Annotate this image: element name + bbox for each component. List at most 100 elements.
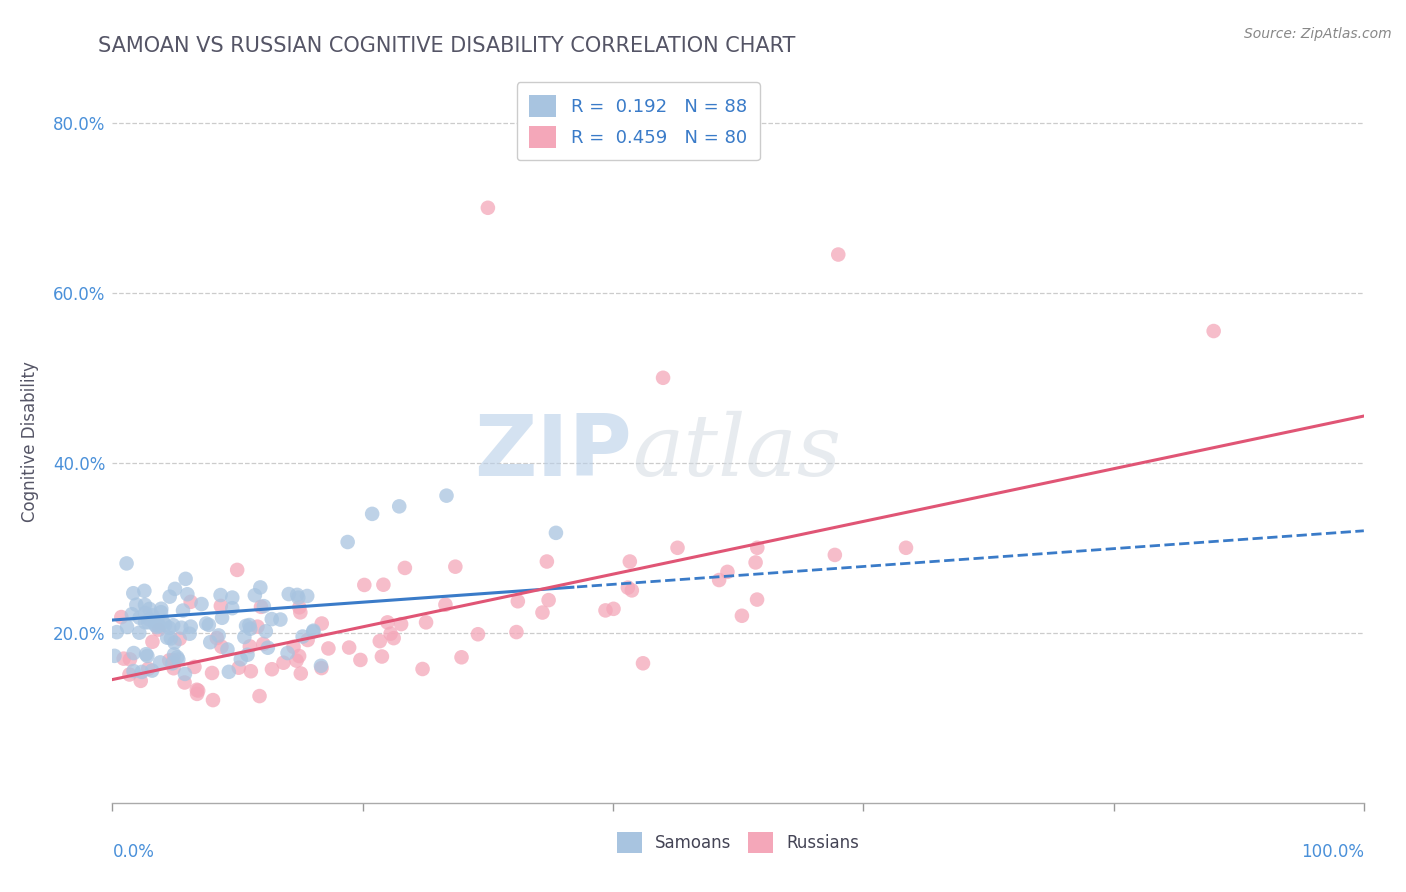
Legend: Samoans, Russians: Samoans, Russians bbox=[610, 826, 866, 860]
Point bbox=[389, 617, 412, 632]
Point bbox=[536, 555, 558, 569]
Point bbox=[163, 582, 186, 596]
Point bbox=[361, 507, 384, 521]
Point bbox=[287, 591, 309, 605]
Point bbox=[336, 535, 359, 549]
Point bbox=[134, 615, 156, 630]
Point bbox=[467, 627, 489, 641]
Point bbox=[209, 588, 232, 602]
Point bbox=[1202, 324, 1225, 338]
Point bbox=[129, 673, 152, 688]
Text: 0.0%: 0.0% bbox=[112, 843, 155, 861]
Point bbox=[201, 693, 224, 707]
Point bbox=[260, 612, 283, 626]
Point bbox=[827, 247, 849, 261]
Point bbox=[631, 657, 654, 671]
Point bbox=[150, 601, 173, 615]
Point bbox=[309, 658, 332, 673]
Point bbox=[412, 662, 434, 676]
Point bbox=[134, 583, 156, 598]
Point bbox=[183, 660, 205, 674]
Point bbox=[243, 588, 266, 602]
Point bbox=[250, 599, 273, 614]
Point bbox=[602, 602, 624, 616]
Point bbox=[221, 591, 243, 605]
Point bbox=[136, 648, 159, 663]
Point bbox=[141, 608, 163, 623]
Point bbox=[148, 619, 170, 633]
Point bbox=[747, 541, 769, 555]
Text: 100.0%: 100.0% bbox=[1301, 843, 1364, 861]
Point bbox=[290, 606, 312, 620]
Point bbox=[239, 640, 262, 654]
Point bbox=[288, 600, 311, 615]
Point bbox=[353, 578, 375, 592]
Point bbox=[166, 650, 188, 665]
Point bbox=[218, 665, 240, 679]
Point bbox=[136, 615, 159, 630]
Point bbox=[254, 624, 277, 639]
Point bbox=[744, 556, 766, 570]
Point bbox=[115, 557, 138, 571]
Point bbox=[148, 623, 170, 637]
Point bbox=[153, 618, 176, 632]
Point bbox=[273, 656, 295, 670]
Point bbox=[537, 593, 560, 607]
Point bbox=[186, 682, 208, 697]
Point bbox=[162, 661, 184, 675]
Point bbox=[388, 500, 411, 514]
Point bbox=[205, 631, 228, 645]
Point bbox=[226, 563, 249, 577]
Point bbox=[122, 664, 145, 678]
Point bbox=[595, 603, 617, 617]
Point bbox=[122, 646, 145, 660]
Point bbox=[477, 201, 499, 215]
Point bbox=[180, 619, 202, 633]
Point bbox=[160, 632, 183, 646]
Point bbox=[138, 602, 160, 616]
Point bbox=[128, 625, 150, 640]
Point bbox=[260, 662, 283, 676]
Point bbox=[246, 620, 269, 634]
Point bbox=[186, 687, 208, 701]
Point bbox=[666, 541, 689, 555]
Point bbox=[136, 662, 159, 676]
Point bbox=[277, 587, 299, 601]
Point bbox=[176, 587, 198, 601]
Point bbox=[201, 665, 224, 680]
Point bbox=[121, 607, 143, 622]
Point bbox=[103, 648, 125, 663]
Point bbox=[233, 630, 256, 644]
Point bbox=[198, 618, 221, 632]
Point bbox=[291, 630, 314, 644]
Point bbox=[169, 632, 191, 646]
Point bbox=[434, 598, 457, 612]
Point bbox=[450, 650, 472, 665]
Point bbox=[146, 620, 169, 634]
Point bbox=[163, 635, 186, 649]
Point bbox=[297, 632, 319, 647]
Text: atlas: atlas bbox=[631, 411, 841, 493]
Point bbox=[138, 612, 160, 626]
Point bbox=[239, 664, 262, 678]
Point bbox=[172, 603, 194, 617]
Point bbox=[174, 666, 197, 681]
Point bbox=[368, 634, 391, 648]
Point bbox=[128, 611, 150, 625]
Point bbox=[505, 625, 527, 640]
Point bbox=[285, 654, 308, 668]
Point bbox=[238, 618, 260, 632]
Point bbox=[283, 640, 305, 654]
Point bbox=[506, 594, 529, 608]
Point bbox=[277, 646, 299, 660]
Point bbox=[894, 541, 917, 555]
Point bbox=[228, 661, 250, 675]
Point bbox=[208, 628, 231, 642]
Point bbox=[318, 641, 340, 656]
Point bbox=[285, 588, 308, 602]
Point bbox=[239, 622, 262, 636]
Point bbox=[156, 631, 179, 645]
Point bbox=[118, 652, 141, 666]
Point bbox=[302, 624, 325, 639]
Point bbox=[149, 656, 172, 670]
